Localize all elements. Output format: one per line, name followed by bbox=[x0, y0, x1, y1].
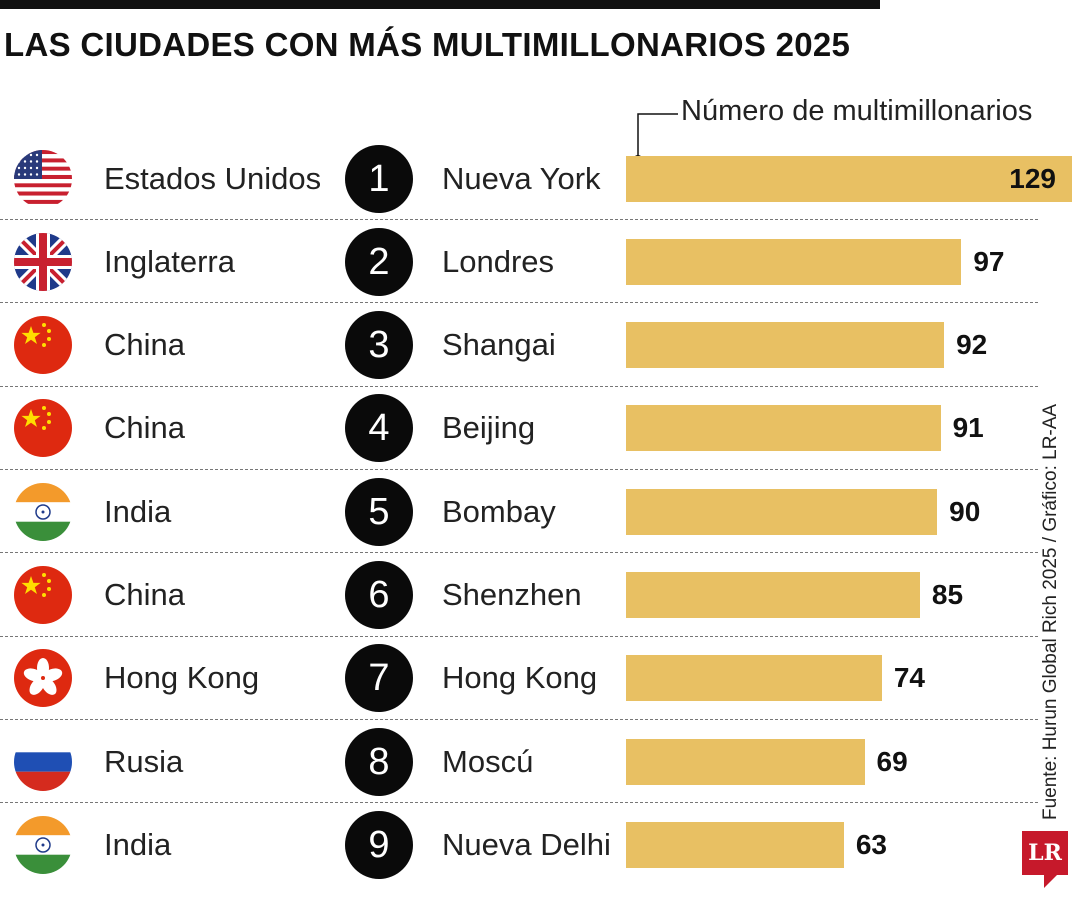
table-row: Rusia 8 Moscú 69 bbox=[0, 720, 1038, 804]
country-label: Hong Kong bbox=[104, 660, 260, 696]
bar bbox=[626, 488, 938, 535]
data-label: 74 bbox=[893, 662, 925, 694]
rank-badge: 6 bbox=[345, 561, 413, 629]
rank-badge: 1 bbox=[345, 144, 413, 213]
row-divider bbox=[0, 385, 1038, 387]
city-label: Shenzhen bbox=[442, 577, 582, 612]
row-divider bbox=[0, 802, 1038, 804]
country-label: Estados Unidos bbox=[104, 160, 322, 196]
source-note: Fuente: Hurun Global Rich 2025 / Gráfico… bbox=[1040, 403, 1061, 820]
data-label: 97 bbox=[973, 245, 1005, 277]
row-divider bbox=[0, 468, 1038, 470]
lr-logo-tail bbox=[1044, 874, 1058, 888]
city-label: Bombay bbox=[442, 493, 556, 529]
city-label: Beijing bbox=[442, 410, 536, 446]
city-label: Londres bbox=[442, 243, 555, 279]
china-flag-icon bbox=[14, 399, 72, 458]
data-label: 129 bbox=[1009, 162, 1056, 194]
data-label: 63 bbox=[855, 828, 887, 860]
table-row: China 6 Shenzhen 85 bbox=[0, 554, 1038, 637]
city-label: Hong Kong bbox=[442, 660, 598, 696]
row-divider bbox=[0, 718, 1038, 720]
table-row: India 9 Nueva Delhi 63 bbox=[0, 803, 1038, 886]
bar bbox=[626, 155, 1072, 202]
china-flag-icon bbox=[14, 316, 72, 375]
country-label: Rusia bbox=[104, 743, 184, 779]
row-divider bbox=[0, 302, 1038, 304]
uk-flag-icon bbox=[14, 232, 72, 291]
bar bbox=[626, 322, 945, 369]
row-divider bbox=[0, 219, 1038, 220]
country-label: Inglaterra bbox=[104, 243, 235, 279]
rank-badge: 5 bbox=[345, 477, 413, 546]
table-row: China 4 Beijing 91 bbox=[0, 387, 1038, 470]
bar bbox=[626, 572, 920, 618]
table-row: India 5 Bombay 90 bbox=[0, 470, 1038, 554]
bar bbox=[626, 405, 941, 452]
row-divider bbox=[0, 635, 1038, 637]
bar bbox=[626, 655, 882, 702]
chart-title: LAS CIUDADES CON MÁS MULTIMILLONARIOS 20… bbox=[4, 26, 851, 63]
bar bbox=[626, 821, 844, 868]
country-label: China bbox=[104, 327, 185, 363]
table-row: China 3 Shangai 92 bbox=[0, 304, 1038, 387]
top-rule bbox=[0, 0, 880, 9]
city-label: Nueva York bbox=[442, 160, 601, 196]
bar bbox=[626, 238, 962, 285]
rank-badge: 3 bbox=[345, 311, 413, 380]
data-label: 92 bbox=[956, 329, 988, 361]
rank-badge: 9 bbox=[345, 810, 413, 879]
bar bbox=[626, 738, 865, 785]
country-label: China bbox=[104, 577, 185, 612]
table-row: Hong Kong 7 Hong Kong 74 bbox=[0, 637, 1038, 720]
data-label: 69 bbox=[876, 745, 908, 777]
city-label: Shangai bbox=[442, 327, 556, 363]
china-flag-icon bbox=[14, 566, 72, 624]
lr-logo: LR bbox=[1022, 831, 1068, 875]
data-label: 85 bbox=[931, 579, 964, 610]
data-label: 91 bbox=[952, 412, 984, 444]
country-label: China bbox=[104, 410, 185, 446]
rank-badge: 2 bbox=[345, 227, 413, 296]
rank-badge: 7 bbox=[345, 644, 413, 713]
rank-badge: 8 bbox=[345, 727, 413, 796]
city-label: Nueva Delhi bbox=[442, 826, 611, 862]
rank-badge: 4 bbox=[345, 394, 413, 463]
hongkong-flag-icon bbox=[14, 649, 72, 708]
data-label: 90 bbox=[949, 495, 981, 527]
russia-flag-icon bbox=[14, 732, 72, 791]
row-divider bbox=[0, 552, 1038, 554]
country-label: India bbox=[104, 826, 172, 862]
legend-label: Número de multimillonarios bbox=[681, 95, 1033, 127]
country-label: India bbox=[104, 493, 172, 529]
table-row: Estados Unidos 1 Nueva York 129 bbox=[0, 137, 1072, 220]
india-flag-icon bbox=[14, 482, 72, 541]
usa-flag-icon bbox=[14, 149, 72, 208]
india-flag-icon bbox=[14, 815, 72, 874]
city-label: Moscú bbox=[442, 743, 534, 779]
table-row: Inglaterra 2 Londres 97 bbox=[0, 220, 1038, 304]
